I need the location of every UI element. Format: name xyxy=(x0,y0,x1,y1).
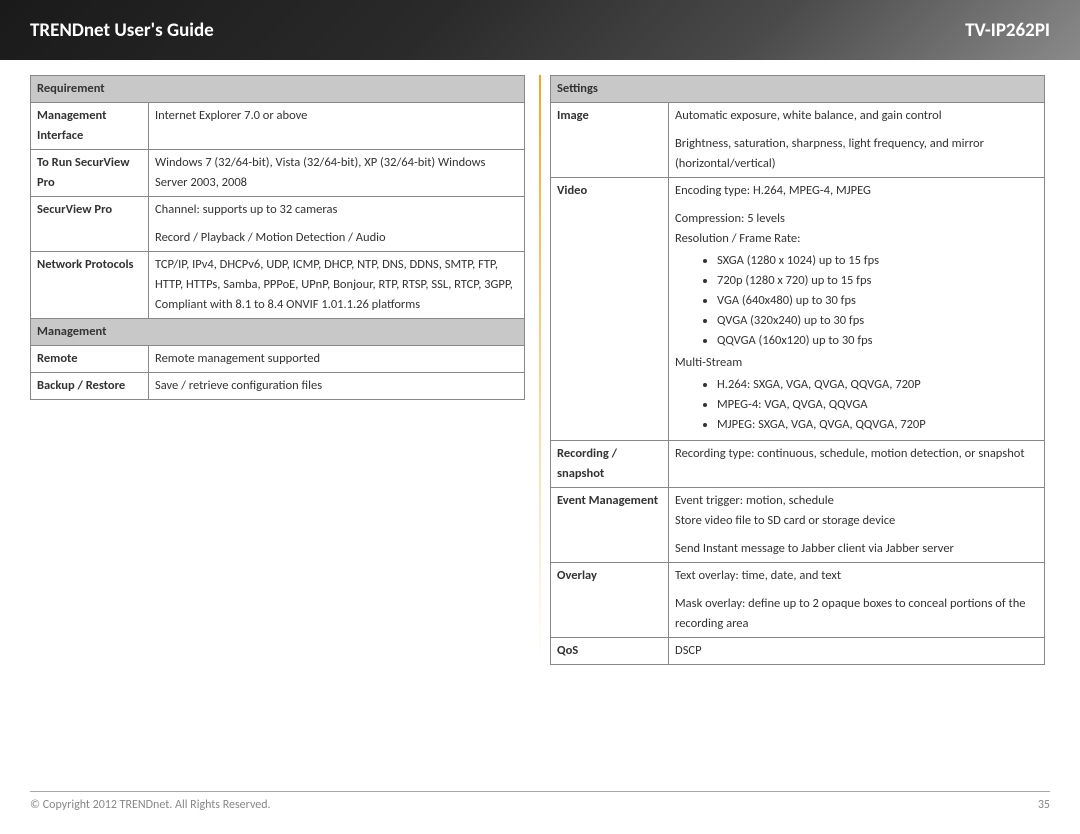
column-divider xyxy=(539,75,541,665)
page-header: TRENDnet User's Guide TV-IP262PI xyxy=(0,0,1080,60)
multistream-list: H.264: SXGA, VGA, QVGA, QQVGA, 720P MPEG… xyxy=(675,375,1038,435)
copyright-text: © Copyright 2012 TRENDnet. All Rights Re… xyxy=(30,798,271,812)
row-value: Text overlay: time, date, and text Mask … xyxy=(669,563,1045,638)
row-value: Internet Explorer 7.0 or above xyxy=(149,103,525,150)
row-label: Image xyxy=(551,103,669,178)
row-value: Save / retrieve configuration files xyxy=(149,373,525,400)
page-number: 35 xyxy=(1038,798,1050,812)
content-area: Requirement Management Interface Interne… xyxy=(0,60,1080,665)
row-value: Remote management supported xyxy=(149,346,525,373)
row-label: Network Protocols xyxy=(31,252,149,319)
row-value: Encoding type: H.264, MPEG-4, MJPEG Comp… xyxy=(669,178,1045,441)
row-value: Recording type: continuous, schedule, mo… xyxy=(669,441,1045,488)
page-footer: © Copyright 2012 TRENDnet. All Rights Re… xyxy=(30,791,1050,812)
row-label: Event Management xyxy=(551,488,669,563)
section-header: Requirement xyxy=(31,76,525,103)
left-column: Requirement Management Interface Interne… xyxy=(30,75,525,665)
settings-table: Settings Image Automatic exposure, white… xyxy=(550,75,1045,665)
model-number: TV-IP262PI xyxy=(965,19,1050,42)
row-value: Channel: supports up to 32 cameras Recor… xyxy=(149,197,525,252)
requirements-table: Requirement Management Interface Interne… xyxy=(30,75,525,400)
resolution-list: SXGA (1280 x 1024) up to 15 fps 720p (12… xyxy=(675,251,1038,351)
row-label: Recording / snapshot xyxy=(551,441,669,488)
row-label: To Run SecurView Pro xyxy=(31,150,149,197)
row-label: Backup / Restore xyxy=(31,373,149,400)
row-value: TCP/IP, IPv4, DHCPv6, UDP, ICMP, DHCP, N… xyxy=(149,252,525,319)
right-column: Settings Image Automatic exposure, white… xyxy=(550,75,1045,665)
row-label: SecurView Pro xyxy=(31,197,149,252)
row-value: Windows 7 (32/64-bit), Vista (32/64-bit)… xyxy=(149,150,525,197)
row-value: DSCP xyxy=(669,638,1045,665)
section-header: Settings xyxy=(551,76,1045,103)
section-header: Management xyxy=(31,319,525,346)
row-label: Video xyxy=(551,178,669,441)
row-label: QoS xyxy=(551,638,669,665)
row-label: Overlay xyxy=(551,563,669,638)
row-value: Event trigger: motion, schedule Store vi… xyxy=(669,488,1045,563)
row-label: Management Interface xyxy=(31,103,149,150)
row-label: Remote xyxy=(31,346,149,373)
row-value: Automatic exposure, white balance, and g… xyxy=(669,103,1045,178)
guide-title: TRENDnet User's Guide xyxy=(30,19,214,42)
